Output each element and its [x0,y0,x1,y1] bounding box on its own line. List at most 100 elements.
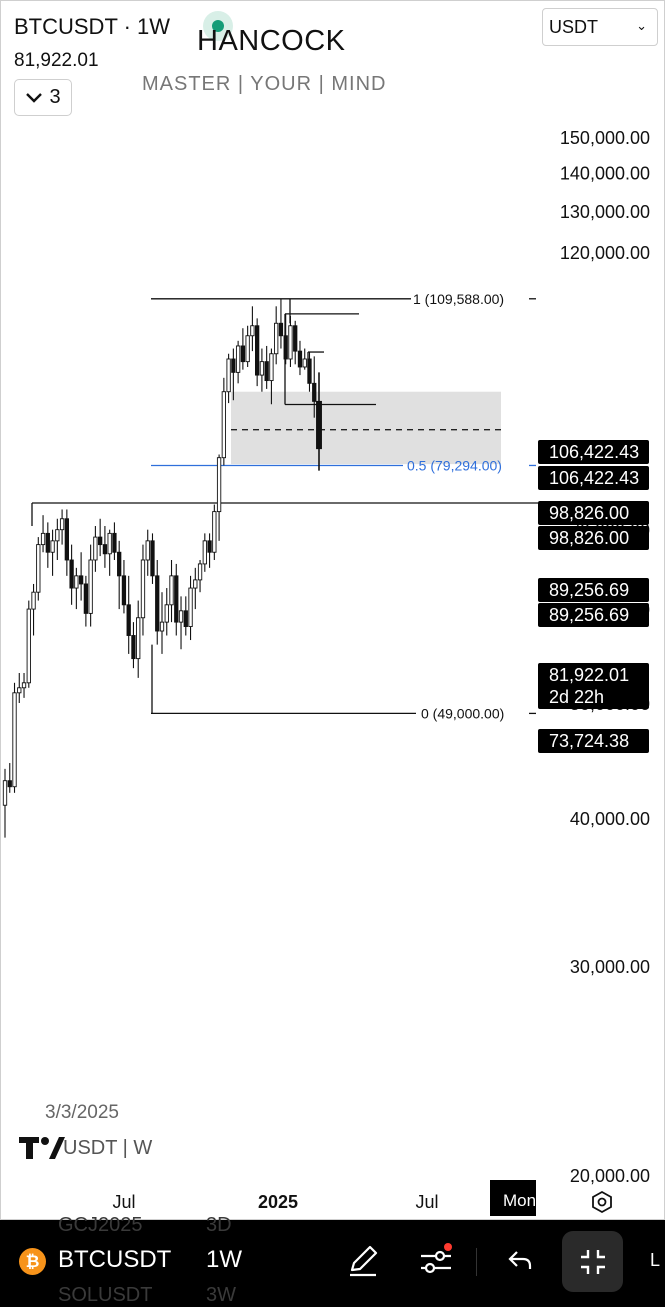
candle-body [121,575,127,606]
candle-body [102,544,108,555]
candle-body [55,529,60,542]
chart-area[interactable]: 20,000.0030,000.0040,000.0050,000.0060,0… [0,0,665,1220]
price-tag [538,526,649,550]
candle-body [98,536,103,546]
price-tag-label: 106,422.43 [549,442,639,462]
candle-body [74,575,79,589]
candle-body [17,687,22,694]
candle-body [178,610,184,623]
watermark-date: 3/3/2025 [45,1102,119,1123]
candle-body [36,544,41,593]
candle-body [302,358,307,368]
last-price: 81,922.01 [14,50,99,71]
fib-level-label: 1 (109,588.00) [413,291,504,307]
candle-body [136,617,141,660]
candle-body [216,457,222,513]
exit-fullscreen-button[interactable] [562,1231,623,1292]
candle-body [202,540,207,565]
candle-body [245,335,250,363]
candle-body [112,532,117,553]
candle-body [283,335,288,360]
bottom-toolbar [0,1220,665,1300]
y-tick-label: 20,000.00 [570,1166,650,1186]
price-tag [538,663,649,709]
bottom-symbol-button[interactable]: BTCUSDT [58,1246,172,1273]
candle-body [207,540,212,553]
candle-body [26,608,31,684]
candle-body [164,604,169,623]
candle-body [312,382,317,402]
candle-body [188,587,193,627]
candle-body [197,563,203,581]
candle-body [155,575,160,632]
candle-body [140,559,146,619]
currency-select[interactable]: USDT ⌄ [542,8,658,46]
brand-dot-icon [203,11,233,41]
candle-body [83,583,89,614]
y-tick-label: 40,000.00 [570,809,650,829]
x-tick-label: Jul [415,1192,438,1212]
y-tick-label: 150,000.00 [560,128,650,148]
candle-body [316,400,322,450]
candle-body [117,551,122,577]
candle-body [250,325,255,337]
candle-body [307,358,312,384]
candle-body [107,532,112,555]
ghost-interval: 3W [206,1284,236,1306]
month-button[interactable]: Mon [490,1180,536,1216]
candle-body [88,559,93,614]
candle-body [174,575,179,623]
price-tag [538,501,649,525]
candle-body [235,345,241,373]
candle-body [231,358,236,373]
price-tag [538,729,649,753]
fib-level-label: 0 (49,000.00) [421,705,504,721]
price-tag-label: 89,256.69 [549,580,629,600]
candle-body [259,361,265,376]
chart-settings-icon[interactable] [590,1190,614,1214]
price-tag-label: 106,422.43 [549,468,639,488]
price-tag [538,440,649,464]
currency-value: USDT [549,16,598,37]
y-tick-label: 140,000.00 [560,164,650,184]
ghost-symbol: SOLUSDT [58,1284,153,1306]
candle-body [126,604,131,636]
symbol-title[interactable]: BTCUSDT · 1W [14,14,171,39]
indicator-settings-icon[interactable] [418,1242,454,1278]
bitcoin-icon: ₿ [19,1248,46,1275]
undo-icon[interactable] [507,1247,533,1273]
candle-body [50,540,55,553]
demand-zone [231,391,501,465]
candle-body [297,350,303,368]
tradingview-logo-icon [19,1137,65,1159]
candle-body [269,353,274,382]
candle-body [45,532,50,553]
indicators-collapse-button[interactable]: 3 [14,79,72,116]
collapse-fullscreen-icon [581,1250,605,1274]
watermark-pair: USDT | W [63,1137,153,1159]
candle-body [64,518,69,561]
candle-body [145,540,150,561]
candle-body [69,559,74,589]
candle-body [169,575,174,606]
candle-body [221,391,226,459]
bottom-interval-button[interactable]: 1W [206,1246,242,1273]
chevron-down-icon: ⌄ [636,18,647,33]
price-tag [538,578,649,602]
candle-body [288,325,293,360]
candle-body [226,358,231,393]
drawing-pen-icon[interactable] [346,1244,380,1278]
ghost-symbol: GCJ2025 [58,1214,143,1236]
indicators-count: 3 [49,86,61,108]
candle-body [21,682,27,689]
price-chart[interactable]: 20,000.0030,000.0040,000.0050,000.0060,0… [1,1,665,1221]
y-tick-label: 120,000.00 [560,243,650,263]
candle-body [150,540,155,577]
candle-body [159,621,165,632]
fib-level-label: 0.5 (79,294.00) [407,457,502,473]
candle-body [2,780,8,806]
price-tag-label: 98,826.00 [549,503,629,523]
chevron-down-icon [26,92,43,103]
candle-body [131,635,136,660]
candle-body [7,780,12,788]
